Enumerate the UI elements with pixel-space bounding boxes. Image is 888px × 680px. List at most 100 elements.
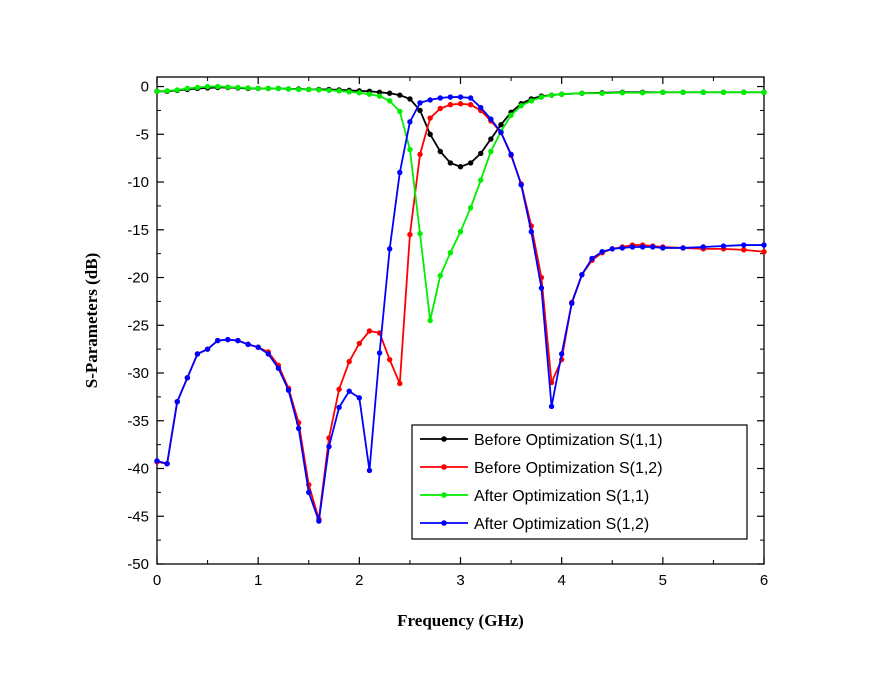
data-point [255,344,261,350]
data-point [386,90,393,96]
data-point [457,164,464,170]
data-point [285,387,292,393]
data-point [386,246,393,252]
data-point [680,89,686,95]
y-tick-label: -10 [127,174,149,191]
data-point [518,102,524,109]
data-point [376,93,383,99]
data-point [558,91,565,97]
x-tick-label: 0 [153,572,161,589]
data-point [538,94,545,100]
y-tick-label: 0 [141,79,149,96]
data-point [720,243,727,249]
data-point [174,87,180,93]
data-point [194,84,201,91]
data-point [366,328,373,334]
data-point [741,89,747,95]
data-point [427,115,433,121]
data-point [467,95,474,101]
data-point [761,89,767,95]
y-tick-label: -5 [136,126,149,143]
y-tick-label: -25 [127,317,149,334]
data-point [154,458,160,464]
y-tick-label: -20 [127,270,149,287]
data-point [225,336,231,343]
y-tick-label: -45 [127,508,149,525]
data-point [417,107,423,114]
data-point [306,86,312,93]
data-point [316,87,322,93]
data-point [548,403,555,410]
data-point [346,89,352,95]
data-point [680,245,686,251]
data-point [467,160,474,166]
data-point [184,85,191,92]
data-point [589,255,595,262]
data-point [619,245,626,251]
data-point [164,88,170,94]
data-point [639,90,646,96]
data-point [558,351,565,357]
data-point [700,89,706,95]
data-point [376,89,383,95]
data-point [761,242,767,248]
data-point [498,122,504,128]
data-point [427,97,433,103]
data-point [569,300,575,307]
legend: Before Optimization S(1,1) Before Optimiz… [411,424,748,540]
data-point [295,86,302,93]
data-point [356,395,363,401]
legend-label: Before Optimization S(1,2) [474,460,663,477]
legend-item: After Optimization S(1,1) [420,488,649,505]
data-point [245,85,251,91]
data-point [467,205,474,211]
data-point [457,94,464,100]
data-point [741,242,747,248]
data-point [508,151,514,158]
data-point [184,375,191,381]
data-point [376,350,383,356]
data-point [215,337,221,344]
series-3 [154,83,767,324]
data-point [407,231,413,238]
data-point [397,92,403,98]
y-tick-label: -15 [127,222,149,239]
data-point [204,83,211,90]
data-point [508,112,514,118]
data-point [437,105,443,112]
x-axis-title: Frequency (GHz) [397,611,524,630]
legend-marker [441,492,447,498]
data-point [204,346,211,352]
data-point [225,84,231,90]
data-point [366,91,373,97]
data-point [235,337,241,344]
data-point [478,150,484,157]
data-point [194,351,201,357]
data-point [447,94,454,100]
legend-label: Before Optimization S(1,1) [474,432,663,449]
data-point [255,85,261,92]
data-point [285,86,292,92]
data-point [346,358,352,365]
x-tick-label: 3 [456,572,464,589]
data-point [275,365,282,371]
data-point [417,151,423,158]
data-point [427,131,433,137]
data-point [660,245,666,251]
data-point [457,228,464,235]
legend-item: After Optimization S(1,2) [420,516,649,533]
data-point [397,169,403,176]
data-point [437,95,443,101]
data-point [599,249,605,255]
data-point [295,425,302,432]
data-point [326,87,332,94]
legend-label: After Optimization S(1,2) [474,516,649,533]
data-point [174,398,180,405]
data-point [457,101,464,107]
data-point [336,88,342,94]
legend-item: Before Optimization S(1,2) [420,460,663,477]
data-point [447,250,454,256]
data-point [245,341,251,348]
data-point [356,90,363,96]
data-point [660,89,666,95]
